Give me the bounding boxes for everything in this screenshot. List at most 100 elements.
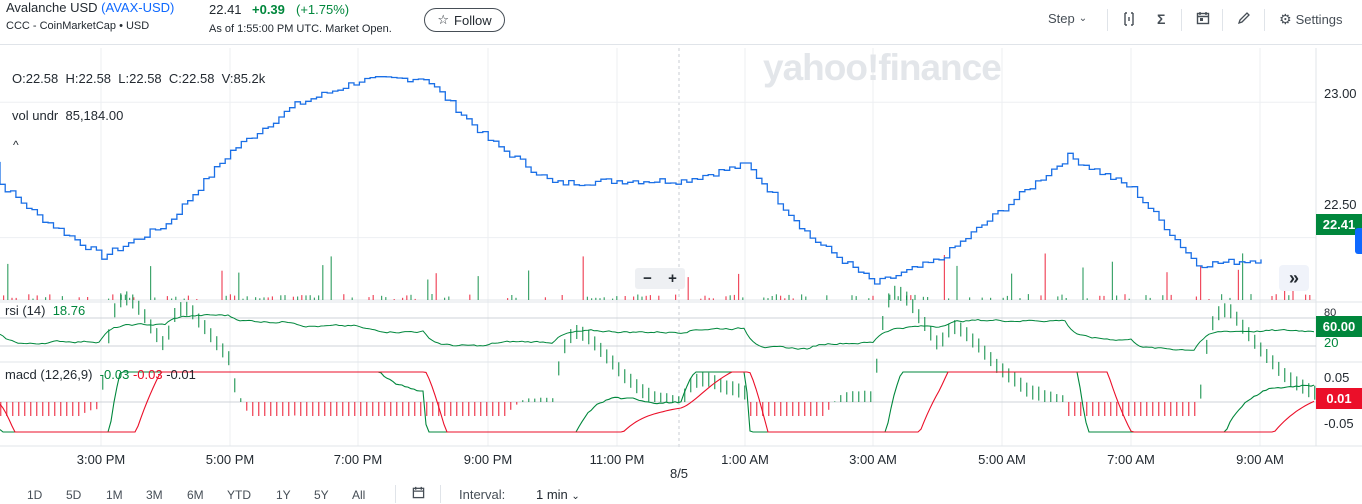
crosshair-button[interactable] — [1122, 11, 1136, 27]
macd-hist-bar — [774, 402, 776, 416]
volume-bar — [242, 298, 244, 300]
volume-bar — [1099, 295, 1101, 300]
macd-hist-bar — [78, 402, 80, 416]
range-ytd[interactable]: YTD — [227, 488, 251, 502]
macd-hist-bar — [792, 402, 794, 416]
macd-hist-bar — [1242, 319, 1244, 334]
step-dropdown[interactable]: Step ⌄ — [1048, 11, 1087, 26]
interval-value: 1 min — [536, 487, 568, 502]
volume-bar — [150, 266, 152, 300]
macd-hist-bar — [300, 402, 302, 416]
volume-bar — [633, 296, 635, 300]
zoom-control: − + — [635, 268, 685, 289]
volume-bar — [129, 297, 131, 300]
macd-legend[interactable]: macd (12,26,9) -0.03 -0.03 -0.01 — [5, 367, 196, 382]
asset-symbol-link[interactable]: (AVAX-USD) — [101, 0, 175, 15]
volume-bar — [801, 294, 803, 300]
interval-dropdown[interactable]: 1 min ⌄ — [536, 487, 580, 502]
x-axis-label: 5:00 AM — [978, 452, 1026, 467]
volume-bar — [1221, 294, 1223, 300]
macd-hist-bar — [954, 320, 956, 335]
macd-hist-bar — [576, 325, 578, 339]
macd-hist-bar — [930, 326, 932, 341]
macd-hist-bar — [870, 391, 872, 402]
calendar-icon — [412, 486, 425, 499]
macd-hist-bar — [108, 329, 110, 344]
volume-bar — [225, 295, 227, 300]
zoom-in-button[interactable]: + — [668, 270, 677, 287]
macd-hist-bar — [528, 398, 530, 402]
zoom-out-button[interactable]: − — [643, 270, 652, 287]
volume-bar — [927, 297, 929, 300]
macd-hist-bar — [570, 329, 572, 344]
date-range-button[interactable] — [412, 486, 425, 502]
volume-bar — [322, 265, 324, 300]
volume-bar — [28, 294, 30, 300]
collapse-caret-icon[interactable]: ^ — [13, 138, 19, 152]
volume-bar — [1103, 295, 1105, 300]
volume-bar — [767, 298, 769, 300]
macd-hist-bar — [546, 397, 548, 402]
volume-bar — [284, 295, 286, 300]
macd-hist-bar — [948, 323, 950, 338]
calendar-icon — [1196, 12, 1210, 25]
range-1m[interactable]: 1M — [106, 488, 123, 502]
rsi-legend[interactable]: rsi (14) 18.76 — [5, 303, 85, 318]
volume-bar — [234, 295, 236, 300]
macd-hist-bar — [114, 303, 116, 318]
star-icon: ☆ — [437, 12, 450, 27]
volume-bar — [729, 295, 731, 300]
scroll-to-latest-button[interactable]: » — [1279, 265, 1309, 291]
macd-hist-bar — [1110, 402, 1112, 416]
macd-hist-bar — [510, 402, 512, 410]
range-3m[interactable]: 3M — [146, 488, 163, 502]
volume-bar — [381, 295, 383, 300]
asset-title: Avalanche USD — [6, 0, 98, 15]
volume-bar — [637, 294, 639, 300]
volume-bar — [738, 273, 740, 300]
macd-hist-bar — [1230, 304, 1232, 319]
range-1y[interactable]: 1Y — [276, 488, 291, 502]
vol-undr-label: vol undr — [12, 108, 59, 123]
macd-hist-bar — [1134, 402, 1136, 416]
volume-bar — [792, 298, 794, 300]
macd-hist-bar — [12, 402, 14, 416]
events-button[interactable] — [1196, 11, 1210, 25]
follow-button[interactable]: ☆ Follow — [424, 8, 505, 32]
macd-hist-bar — [1026, 382, 1028, 397]
macd-hist-bar — [1152, 402, 1154, 416]
range-all[interactable]: All — [352, 488, 366, 502]
settings-label: Settings — [1295, 12, 1343, 27]
macd-hist-bar — [426, 402, 428, 416]
range-5d[interactable]: 5D — [66, 488, 82, 502]
range-5y[interactable]: 5Y — [314, 488, 329, 502]
volume-bar — [444, 297, 446, 300]
side-panel-tab[interactable] — [1355, 228, 1362, 254]
range-6m[interactable]: 6M — [187, 488, 204, 502]
macd-hist-bar — [480, 402, 482, 416]
volume-bar — [851, 295, 853, 300]
volume-bar — [183, 298, 185, 300]
macd-hist-bar — [198, 313, 200, 328]
draw-button[interactable] — [1237, 11, 1251, 25]
macd-hist-bar — [1200, 384, 1202, 399]
macd-hist-bar — [732, 381, 734, 396]
macd-hist-bar — [1002, 363, 1004, 378]
chevron-down-icon: ⌄ — [571, 491, 580, 502]
volume-underlay-legend[interactable]: vol undr 85,184.00 — [12, 108, 123, 123]
settings-button[interactable]: ⚙ Settings — [1279, 11, 1343, 28]
indicators-button[interactable]: Σ — [1157, 11, 1165, 27]
macd-hist-bar — [324, 402, 326, 416]
volume-bar — [889, 294, 891, 300]
volume-bar — [406, 295, 408, 300]
macd-hist-bar — [1170, 402, 1172, 416]
volume-bar — [271, 296, 273, 300]
volume-value: V:85.2k — [221, 71, 266, 86]
range-1d[interactable]: 1D — [27, 488, 43, 502]
volume-bar — [292, 296, 294, 300]
volume-bar — [1040, 295, 1042, 300]
macd-hist-bar — [264, 402, 266, 416]
volume-bar — [305, 295, 307, 300]
volume-bar — [1082, 267, 1084, 300]
